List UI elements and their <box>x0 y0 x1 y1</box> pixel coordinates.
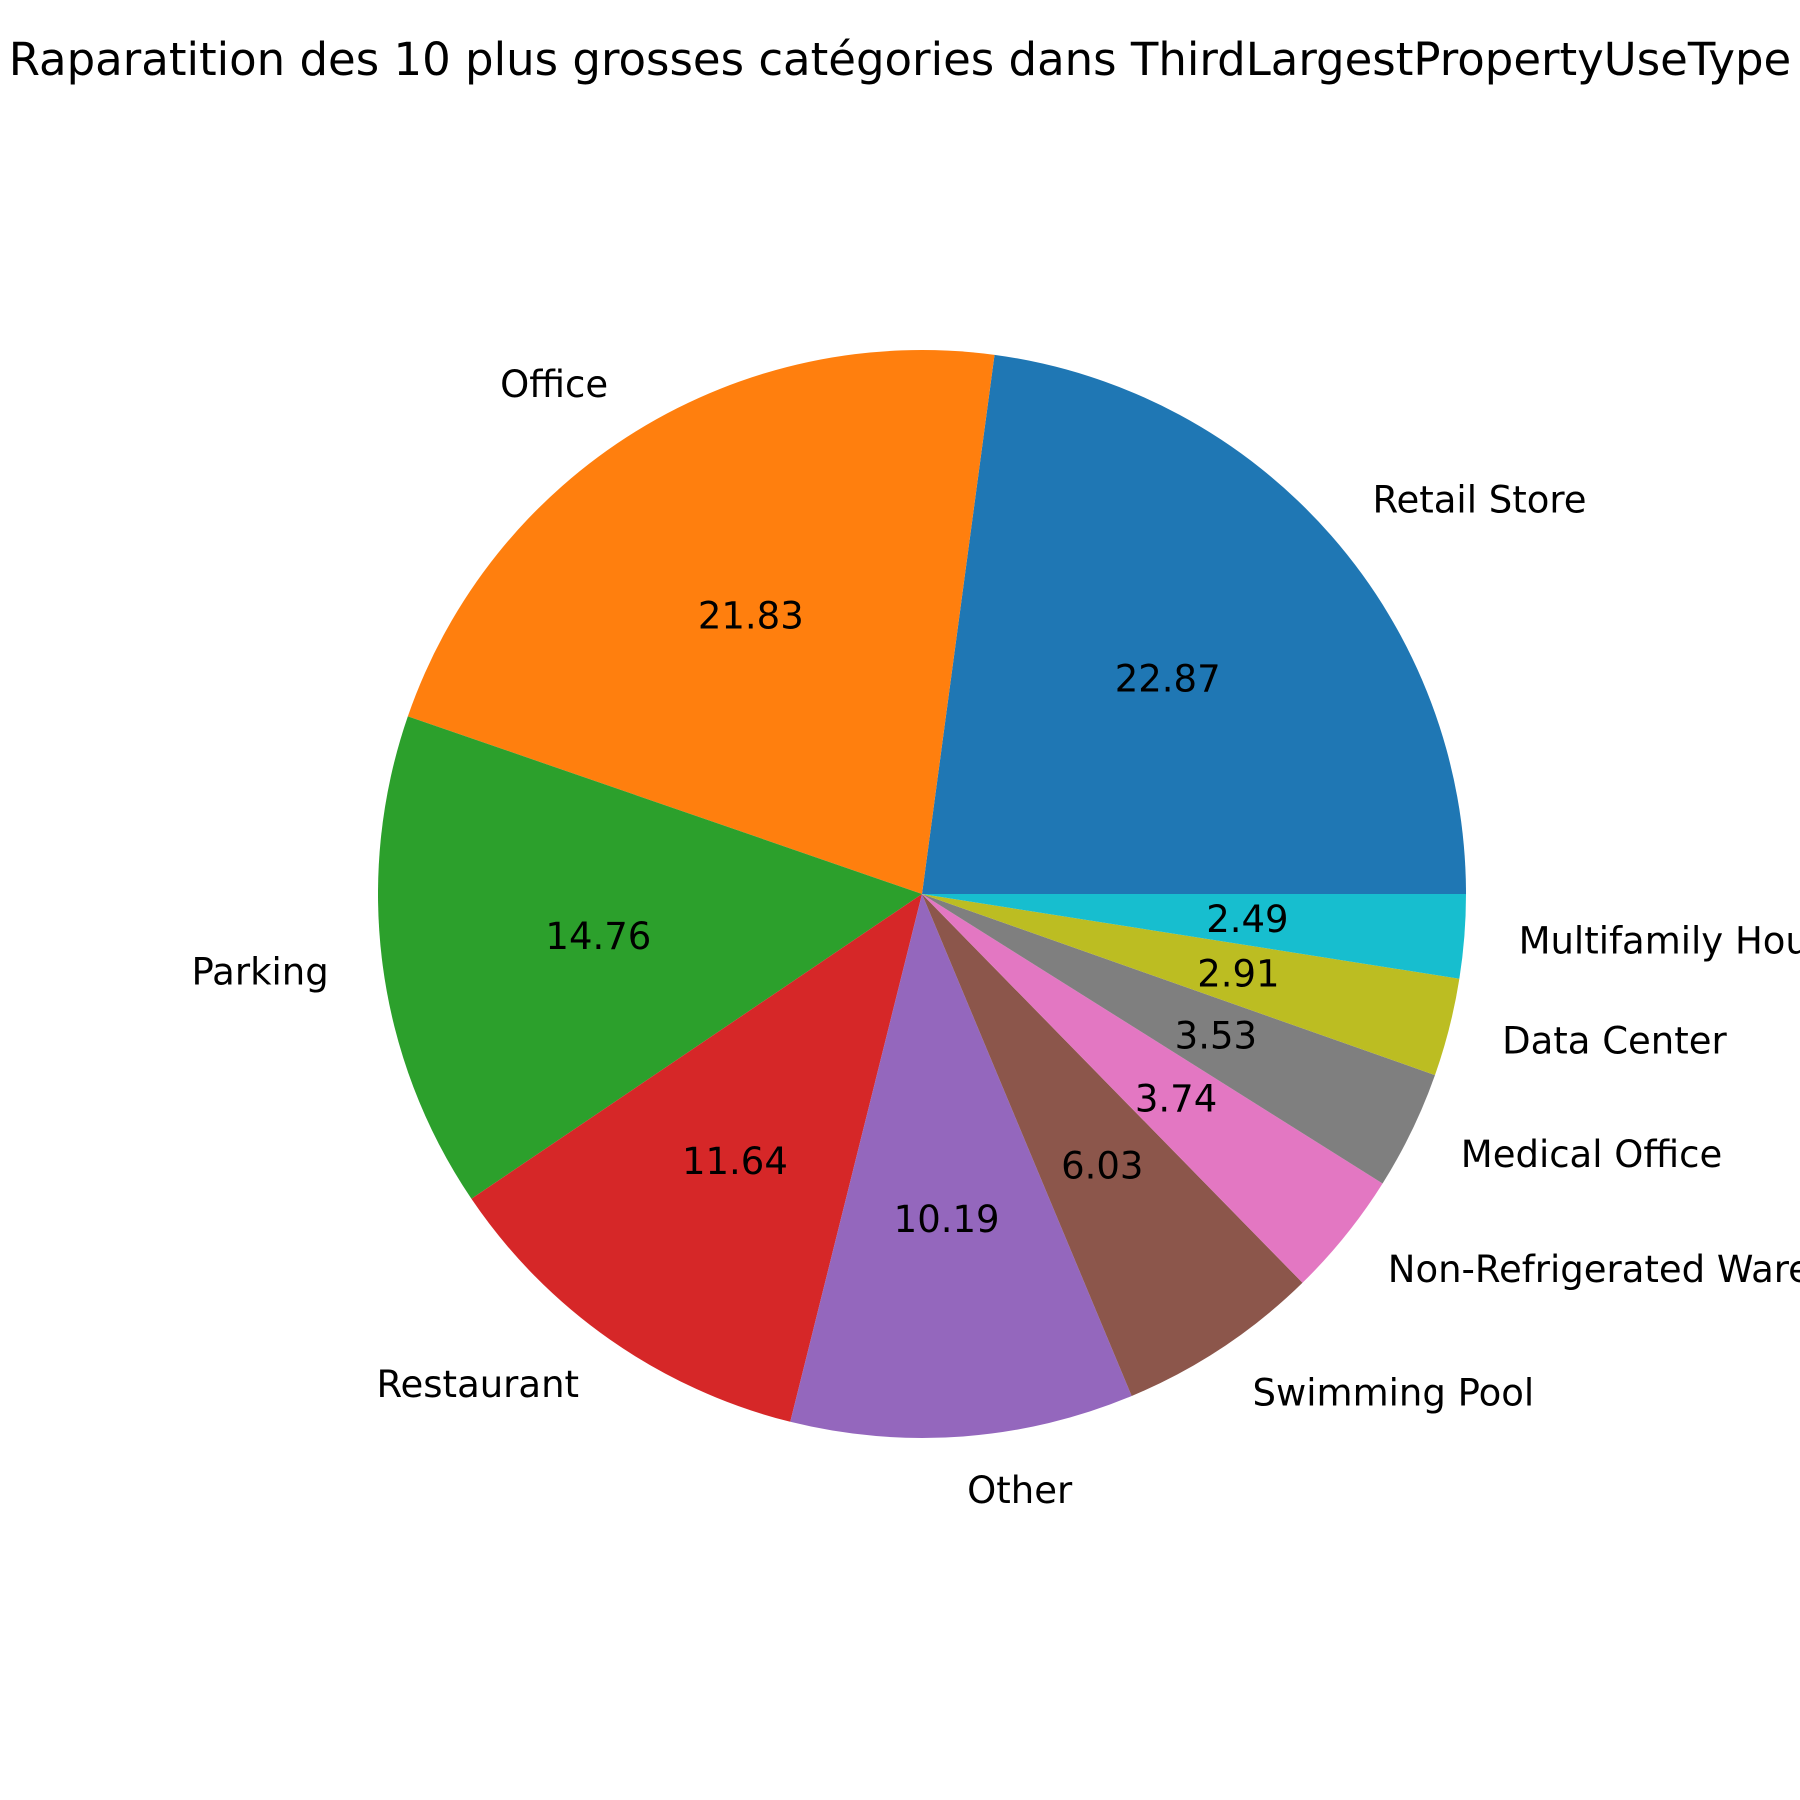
slice-value-other: 10.19 <box>894 1198 1000 1241</box>
slice-label-non-refrigerated-warehouse: Non-Refrigerated Warehouse <box>1388 1248 1800 1291</box>
chart-title: Raparatition des 10 plus grosses catégor… <box>9 33 1791 86</box>
pie-slice-other <box>790 894 1132 1438</box>
slice-label-office: Office <box>500 363 608 406</box>
slice-value-swimming-pool: 6.03 <box>1061 1145 1143 1188</box>
pie-slice-non-refrigerated-warehouse <box>922 894 1383 1283</box>
pie-slice-swimming-pool <box>922 894 1303 1396</box>
slice-value-parking: 14.76 <box>545 915 651 958</box>
slice-label-data-center: Data Center <box>1502 1019 1727 1062</box>
pie-labels: Retail Store 22.87 Office 21.83 Parking 14.76… <box>192 363 1800 1512</box>
slice-label-parking: Parking <box>192 951 329 994</box>
slice-label-restaurant: Restaurant <box>376 1363 579 1406</box>
slice-value-retail-store: 22.87 <box>1115 658 1221 701</box>
slice-value-medical-office: 3.53 <box>1175 1015 1257 1058</box>
pie-slice-office <box>407 350 995 894</box>
pie-slice-data-center <box>922 894 1460 1076</box>
slice-value-office: 21.83 <box>698 595 804 638</box>
pie-slice-multifamily-housing <box>922 894 1466 979</box>
pie-slice-parking <box>378 716 922 1199</box>
pie-slice-restaurant <box>471 894 922 1422</box>
slice-value-non-refrigerated-warehouse: 3.74 <box>1135 1077 1217 1120</box>
pie-slice-medical-office <box>922 894 1435 1184</box>
slice-value-multifamily-housing: 2.49 <box>1206 898 1288 941</box>
slice-label-multifamily-housing: Multifamily Housing <box>1519 919 1800 962</box>
slice-value-data-center: 2.91 <box>1197 953 1279 996</box>
pie-slices <box>378 350 1466 1438</box>
slice-label-other: Other <box>967 1469 1073 1512</box>
pie-slice-retail-store <box>922 354 1466 894</box>
slice-value-restaurant: 11.64 <box>682 1140 788 1183</box>
slice-label-swimming-pool: Swimming Pool <box>1253 1371 1535 1414</box>
slice-label-retail-store: Retail Store <box>1372 479 1586 522</box>
slice-label-medical-office: Medical Office <box>1461 1133 1723 1176</box>
